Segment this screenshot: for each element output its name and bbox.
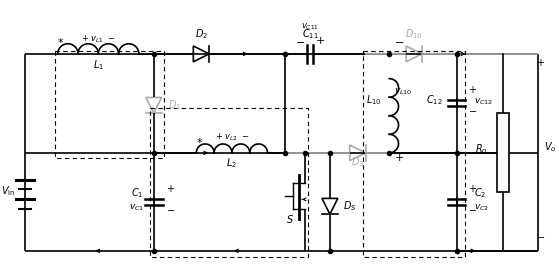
Text: $-$: $-$: [468, 105, 477, 115]
Text: $C_{12}$: $C_{12}$: [426, 93, 443, 107]
Text: $D_S$: $D_S$: [343, 199, 356, 213]
Text: $C_2$: $C_2$: [475, 186, 487, 200]
Text: $-$: $-$: [468, 204, 477, 214]
Text: $-$: $-$: [165, 204, 175, 214]
Text: $+$: $+$: [394, 152, 404, 163]
Text: $-$: $-$: [394, 36, 404, 46]
Text: $+$: $+$: [165, 183, 174, 194]
Text: $v_{C12}$: $v_{C12}$: [475, 96, 494, 107]
Bar: [497, 113, 509, 192]
Text: $R_o$: $R_o$: [475, 142, 487, 156]
Text: $-$: $-$: [295, 36, 305, 46]
Text: $v_{C1}$: $v_{C1}$: [129, 203, 144, 213]
Text: $v_{L10}$: $v_{L10}$: [394, 86, 413, 97]
Text: $+$: $+$: [536, 57, 545, 68]
Text: $L_2$: $L_2$: [226, 156, 238, 170]
Text: $C_1$: $C_1$: [131, 186, 144, 200]
Text: $-$: $-$: [536, 231, 545, 241]
Text: $+$: $+$: [468, 85, 477, 95]
Text: $S$: $S$: [286, 213, 294, 225]
Text: $D_2$: $D_2$: [195, 27, 208, 41]
Text: $L_1$: $L_1$: [93, 58, 104, 71]
Text: $C_{11}$: $C_{11}$: [302, 27, 319, 41]
Text: $L_{10}$: $L_{10}$: [366, 93, 381, 107]
Text: $+$: $+$: [315, 35, 325, 46]
Text: $D_3$: $D_3$: [351, 155, 364, 169]
Text: $D_{10}$: $D_{10}$: [405, 27, 423, 41]
Text: $D_1$: $D_1$: [168, 98, 181, 112]
Text: $V_{\mathrm{in}}$: $V_{\mathrm{in}}$: [1, 184, 16, 198]
Text: $*$: $*$: [196, 136, 203, 146]
Text: $v_{C2}$: $v_{C2}$: [475, 203, 490, 213]
Text: $+$: $+$: [468, 183, 477, 194]
Text: $*$: $*$: [57, 36, 64, 46]
Text: $v_{C11}$: $v_{C11}$: [301, 21, 319, 32]
Text: $+\ v_{L2}\ -$: $+\ v_{L2}\ -$: [215, 132, 249, 143]
Text: $+\ v_{L1}\ -$: $+\ v_{L1}\ -$: [81, 33, 116, 45]
Text: $V_o$: $V_o$: [544, 141, 556, 154]
